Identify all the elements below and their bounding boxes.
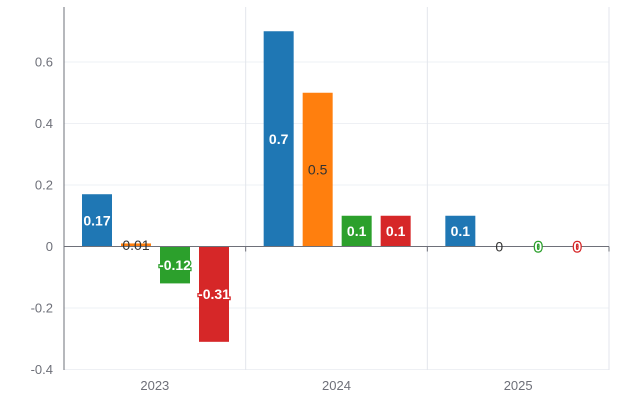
data-label: -0.12: [159, 257, 191, 273]
data-label: 0.5: [308, 162, 328, 178]
bar-2023-series-4: [199, 246, 229, 342]
data-label: 0.1: [451, 223, 471, 239]
axes-layer: -0.4 -0.2 0 0.2 0.4 0.6 2023 2024 2025: [31, 7, 610, 393]
data-label: 0: [495, 239, 503, 255]
data-label: -0.31: [198, 286, 230, 302]
data-labels-layer: 0.17 0.01 -0.12 -0.31 0.7 0.5 0.1 0.1 0.1 0 0 0: [82, 130, 583, 304]
bar-2023-series-2: [121, 243, 151, 247]
y-tick-label: 0.4: [35, 116, 53, 131]
y-tick-label: 0: [46, 239, 53, 254]
y-tick-label: -0.4: [31, 362, 53, 377]
data-label: 0: [534, 239, 542, 255]
data-label: 0.1: [386, 223, 406, 239]
bar-2024-series-1: [263, 31, 294, 247]
x-category-label: 2024: [322, 378, 351, 393]
data-label: 0: [573, 239, 581, 255]
bar-2023-series-1: [82, 194, 112, 247]
x-category-label: 2023: [140, 378, 169, 393]
data-label: 0.17: [83, 212, 110, 228]
y-tick-label: 0.6: [35, 55, 53, 70]
y-tick-label: -0.2: [31, 301, 53, 316]
data-label: 0.1: [347, 223, 367, 239]
data-label: 0.7: [269, 131, 289, 147]
data-label: 0.01: [122, 237, 149, 253]
y-tick-label: 0.2: [35, 178, 53, 193]
bar-2023-series-3: [160, 246, 190, 284]
bar-2024-series-3: [341, 215, 372, 247]
bars-layer: [82, 31, 476, 342]
bar-2024-series-2: [302, 92, 333, 247]
x-category-label: 2025: [504, 378, 533, 393]
bar-2024-series-4: [380, 215, 411, 247]
bar-2025-series-1: [445, 215, 476, 247]
grid-layer: [64, 7, 610, 370]
